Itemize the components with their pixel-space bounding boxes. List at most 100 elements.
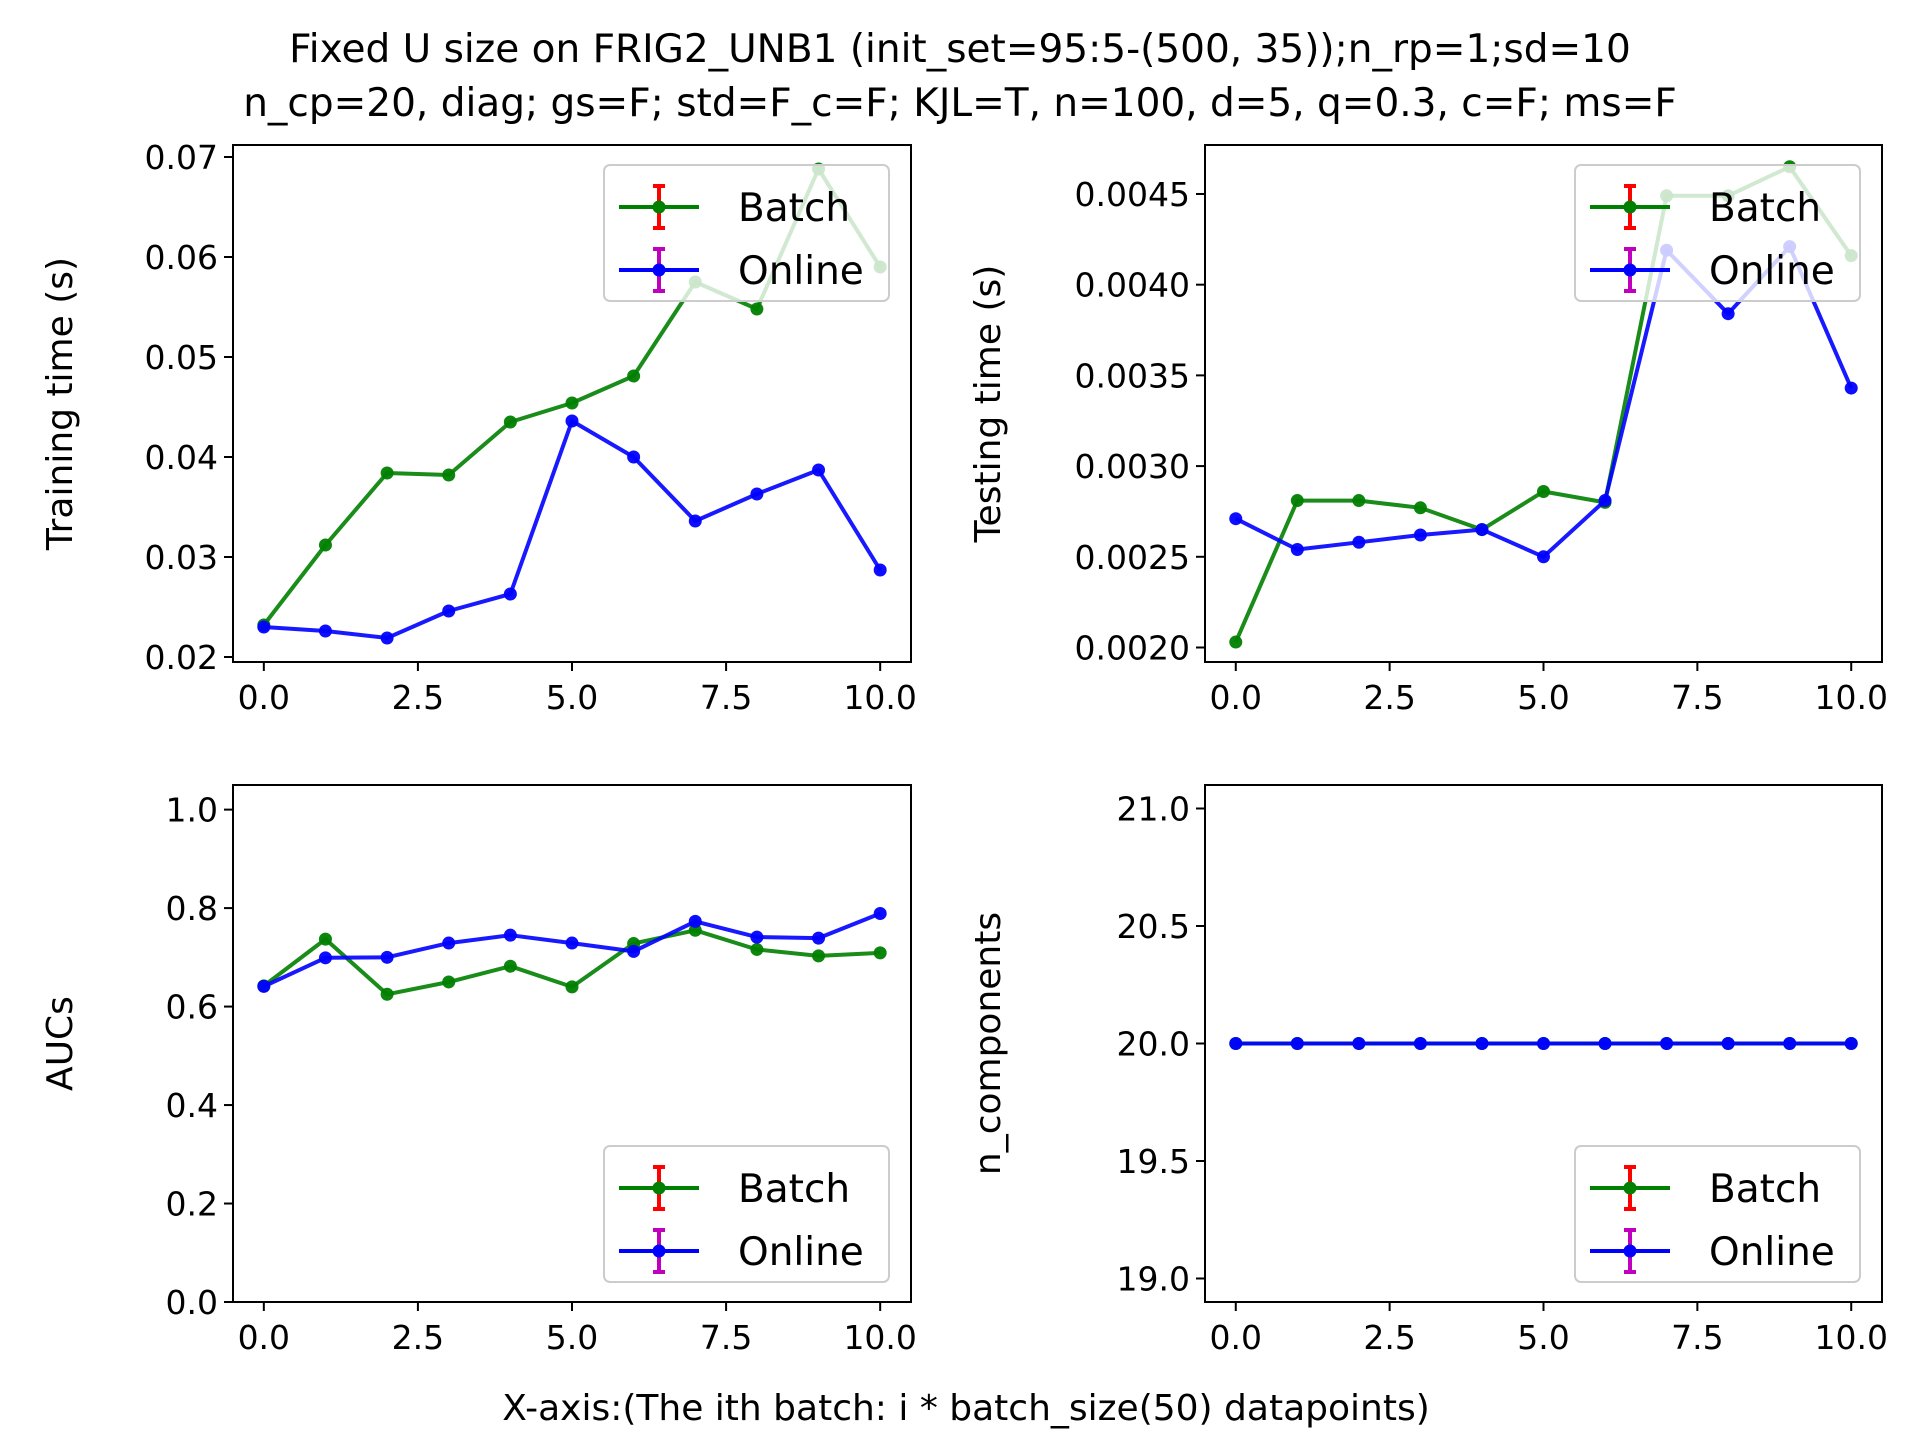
y-tick-label: 0.2: [166, 1185, 218, 1224]
y-tick-label: 0.0030: [1075, 447, 1190, 486]
data-point-batch: [750, 302, 764, 316]
data-point-online: [1537, 550, 1550, 564]
x-tick-label: 5.0: [1517, 678, 1569, 717]
legend-marker-batch: [1623, 1181, 1637, 1195]
data-point-online: [1783, 1037, 1797, 1050]
data-point-online: [442, 604, 456, 618]
data-point-online: [1598, 1037, 1612, 1050]
x-tick-label: 5.0: [546, 678, 598, 717]
data-point-online: [1721, 1037, 1735, 1050]
x-tick-label: 2.5: [392, 1318, 444, 1357]
x-tick-label: 0.0: [1210, 1318, 1262, 1357]
data-point-online: [380, 631, 394, 645]
data-point-online: [1844, 1037, 1858, 1050]
legend-frame: [603, 164, 890, 302]
legend-label-online: Online: [738, 1230, 864, 1275]
y-axis-label: Training time (s): [40, 257, 81, 551]
data-point-batch: [1352, 494, 1366, 508]
y-tick-label: 0.02: [145, 638, 218, 677]
legend-label-batch: Batch: [1709, 1167, 1821, 1212]
data-point-online: [1721, 307, 1735, 321]
y-tick-label: 0.0025: [1075, 538, 1190, 577]
data-point-online: [1598, 494, 1612, 508]
y-tick-label: 0.0035: [1075, 356, 1190, 395]
x-tick-label: 10.0: [1814, 678, 1887, 717]
data-point-online: [1475, 1037, 1489, 1050]
data-point-batch: [318, 932, 332, 946]
y-tick-label: 0.8: [166, 889, 218, 928]
data-point-online: [380, 950, 394, 964]
x-tick-label: 7.5: [700, 1318, 752, 1357]
legend-label-batch: Batch: [1709, 186, 1821, 231]
data-point-online: [1660, 1037, 1674, 1050]
data-point-online: [1844, 381, 1858, 395]
x-tick-label: 0.0: [238, 1318, 290, 1357]
legend: Batch Online: [1574, 164, 1861, 302]
x-tick-label: 2.5: [392, 678, 444, 717]
data-point-batch: [565, 396, 579, 410]
data-point-online: [1352, 1037, 1366, 1050]
legend-marker-batch: [1623, 200, 1637, 214]
legend-marker-online: [1623, 1244, 1637, 1258]
data-point-batch: [812, 949, 826, 963]
legend-frame: [603, 1145, 890, 1283]
y-axis-label: AUCs: [40, 996, 81, 1091]
legend: Batch Online: [603, 1145, 890, 1283]
x-tick-label: 5.0: [1517, 1318, 1569, 1357]
x-tick-label: 10.0: [843, 678, 916, 717]
data-point-batch: [380, 466, 394, 480]
x-tick-label: 10.0: [1814, 1318, 1887, 1357]
legend-label-online: Online: [1709, 249, 1835, 294]
subplot-4: 0.0 2.5 5.0 7.5 10.0 19.0 19.5 20.0 20.5 21.0 n_co…: [968, 784, 1888, 1357]
legend: Batch Online: [603, 164, 890, 302]
data-point-batch: [627, 369, 641, 383]
data-point-online: [565, 936, 579, 950]
x-tick-label: 7.5: [1671, 678, 1723, 717]
legend-marker-batch: [652, 1181, 666, 1195]
data-point-online: [1229, 1037, 1243, 1050]
data-point-online: [257, 979, 271, 993]
data-point-batch: [318, 538, 332, 552]
data-point-online: [750, 487, 764, 501]
data-point-online: [1475, 523, 1489, 537]
legend-label-batch: Batch: [738, 186, 850, 231]
figure-xlabel: X-axis:(The ith batch: i * batch_size(50…: [502, 1388, 1430, 1429]
legend-marker-batch: [652, 200, 666, 214]
data-point-online: [627, 944, 641, 958]
subplot-1: 0.0 2.5 5.0 7.5 10.0 0.02 0.03 0.04 0.05 0.06 0.07…: [40, 138, 917, 717]
y-tick-label: 0.4: [166, 1086, 218, 1125]
data-point-online: [257, 620, 271, 634]
data-point-online: [1229, 512, 1243, 526]
data-point-online: [688, 914, 702, 928]
y-tick-label: 0.6: [166, 988, 218, 1027]
x-tick-label: 10.0: [843, 1318, 916, 1357]
y-tick-label: 0.05: [145, 338, 218, 377]
data-point-online: [503, 587, 517, 601]
y-tick-label: 19.0: [1117, 1260, 1190, 1299]
x-tick-label: 2.5: [1363, 1318, 1415, 1357]
y-tick-label: 1.0: [166, 791, 218, 830]
x-tick-label: 7.5: [1671, 1318, 1723, 1357]
figure-title-line-2: n_cp=20, diag; gs=F; std=F_c=F; KJL=T, n…: [243, 81, 1677, 126]
y-tick-label: 0.0040: [1075, 266, 1190, 305]
legend-frame: [1574, 1145, 1861, 1283]
y-tick-label: 0.06: [145, 238, 218, 277]
legend-label-batch: Batch: [738, 1167, 850, 1212]
subplot-2: 0.0 2.5 5.0 7.5 10.0 0.0020 0.0025 0.0030 0.0035…: [968, 144, 1888, 717]
x-tick-label: 0.0: [1210, 678, 1262, 717]
data-point-batch: [565, 980, 579, 994]
data-point-online: [318, 624, 332, 638]
y-tick-label: 19.5: [1117, 1142, 1190, 1181]
legend-marker-online: [652, 1244, 666, 1258]
y-tick-label: 21.0: [1117, 790, 1190, 829]
y-tick-label: 20.0: [1117, 1025, 1190, 1064]
y-tick-label: 20.5: [1117, 907, 1190, 946]
data-point-online: [1290, 543, 1304, 557]
data-point-online: [318, 951, 332, 965]
y-tick-label: 0.0: [166, 1283, 218, 1322]
data-point-online: [1352, 535, 1366, 549]
legend-label-online: Online: [1709, 1230, 1835, 1275]
y-axis-label: Testing time (s): [968, 265, 1009, 544]
